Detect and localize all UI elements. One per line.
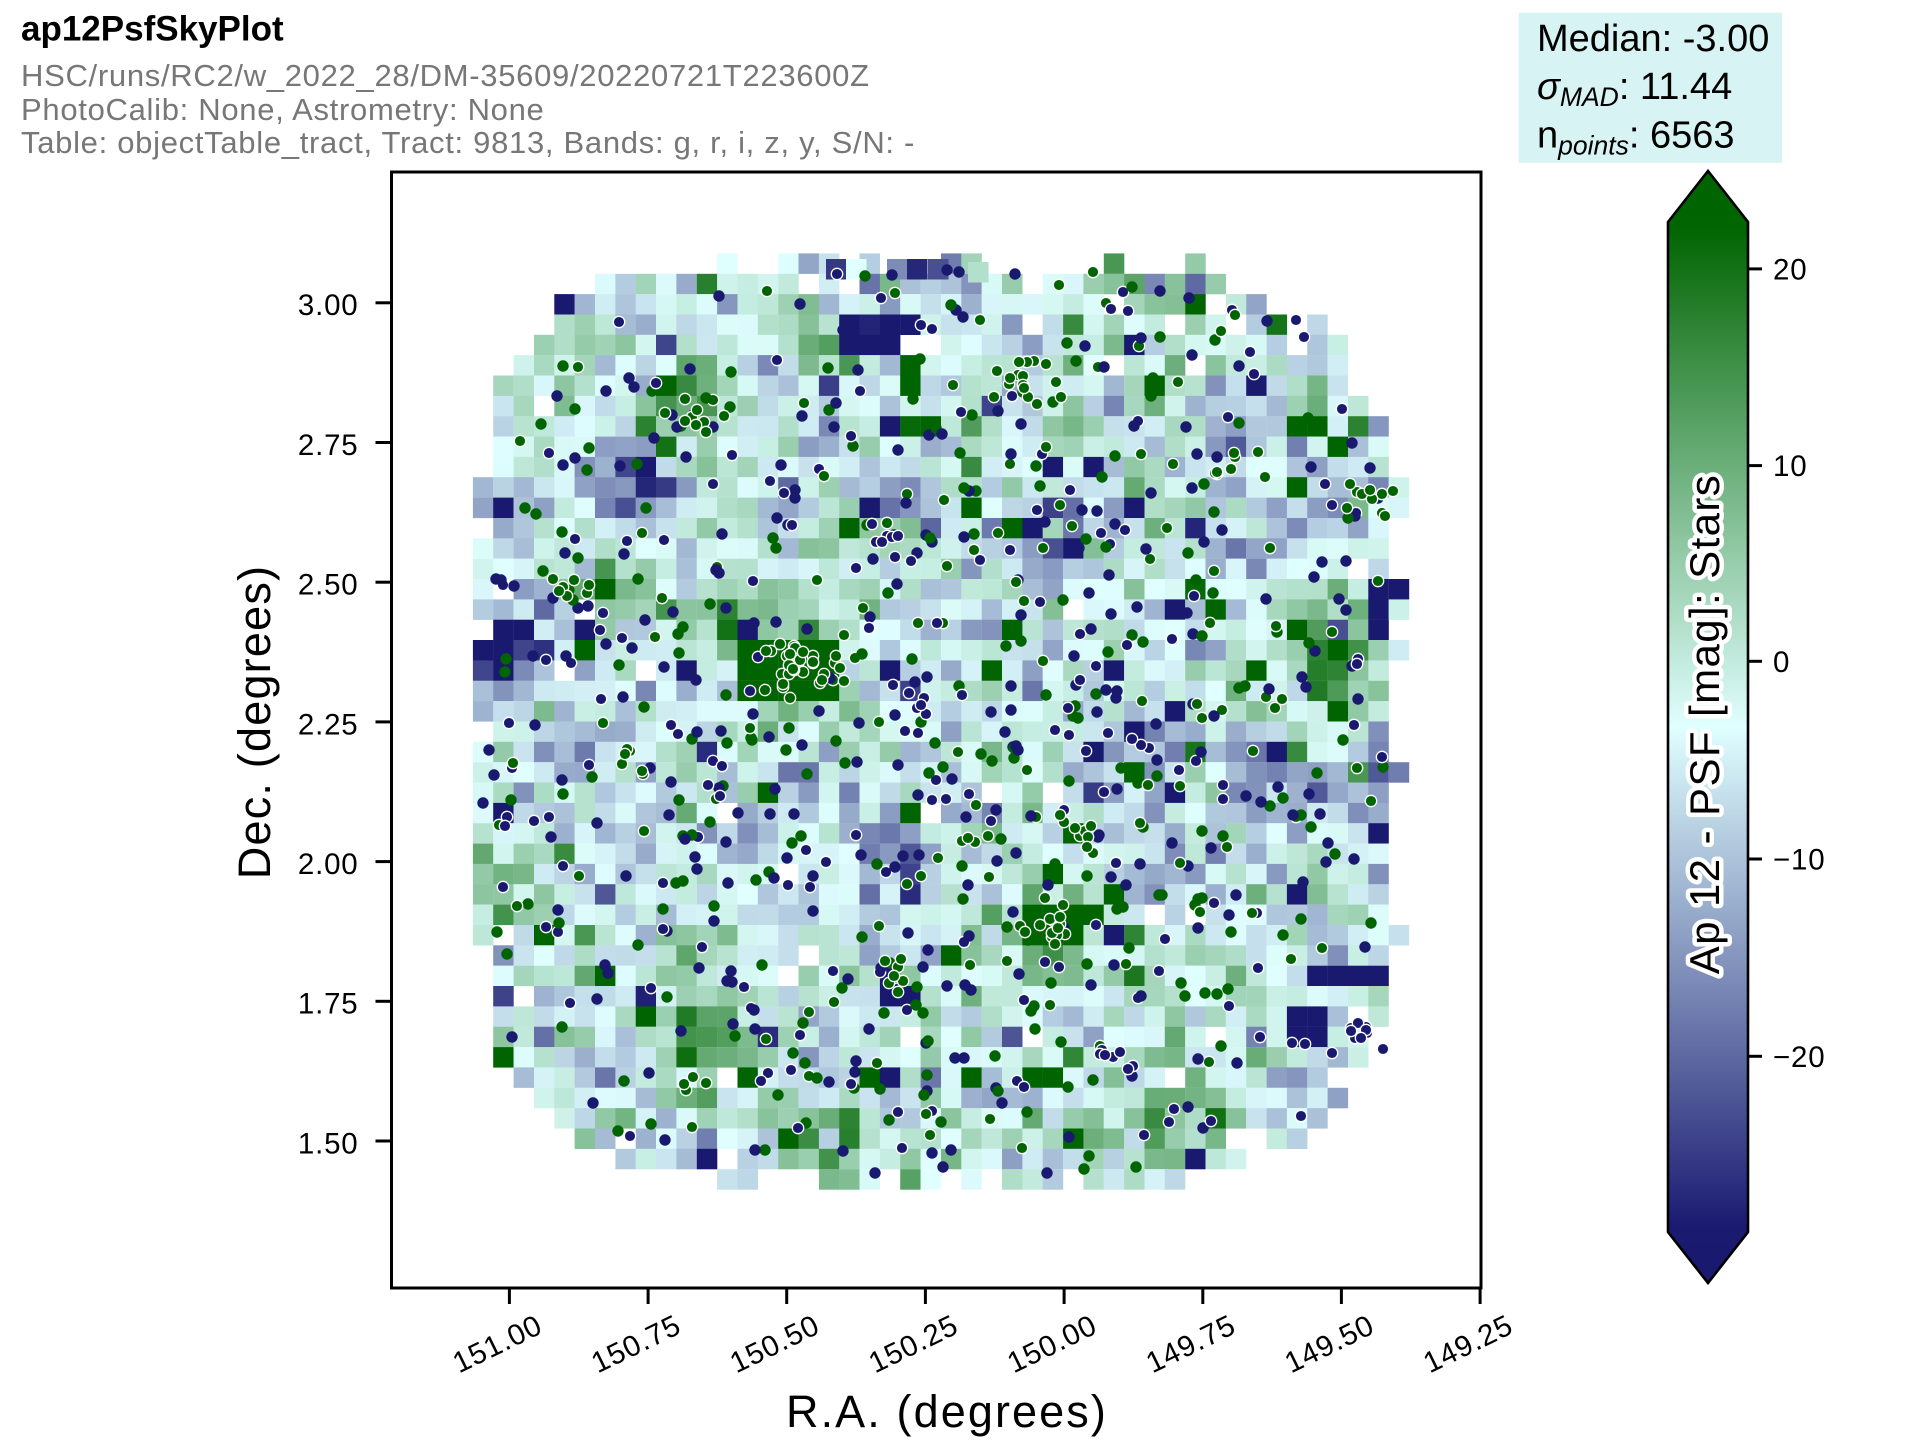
svg-text:Median: -3.00: Median: -3.00 xyxy=(1537,18,1769,60)
svg-text:20: 20 xyxy=(1773,253,1807,286)
svg-text:0: 0 xyxy=(1773,646,1790,679)
svg-text:3.00: 3.00 xyxy=(298,289,359,322)
svg-text:Table: objectTable_tract, Trac: Table: objectTable_tract, Tract: 9813, B… xyxy=(21,125,915,160)
svg-text:−20: −20 xyxy=(1773,1041,1825,1074)
svg-text:Ap 12 - PSF [mag]: Stars: Ap 12 - PSF [mag]: Stars xyxy=(1681,474,1728,974)
svg-text:ap12PsfSkyPlot: ap12PsfSkyPlot xyxy=(21,10,284,49)
svg-text:2.50: 2.50 xyxy=(298,569,359,602)
svg-text:10: 10 xyxy=(1773,450,1807,483)
svg-text:σMAD: 11.44: σMAD: 11.44 xyxy=(1537,66,1732,112)
svg-text:HSC/runs/RC2/w_2022_28/DM-3560: HSC/runs/RC2/w_2022_28/DM-35609/20220721… xyxy=(21,58,870,93)
svg-text:PhotoCalib: None, Astrometry:: PhotoCalib: None, Astrometry: None xyxy=(21,92,545,127)
svg-text:Dec. (degrees): Dec. (degrees) xyxy=(229,565,280,879)
svg-text:−10: −10 xyxy=(1773,844,1825,877)
svg-text:npoints: 6563: npoints: 6563 xyxy=(1537,115,1735,161)
svg-text:1.50: 1.50 xyxy=(298,1127,359,1160)
svg-text:2.00: 2.00 xyxy=(298,848,359,881)
svg-text:R.A. (degrees): R.A. (degrees) xyxy=(786,1386,1108,1437)
svg-text:1.75: 1.75 xyxy=(298,988,359,1021)
svg-text:2.25: 2.25 xyxy=(298,708,359,741)
svg-text:2.75: 2.75 xyxy=(298,429,359,462)
